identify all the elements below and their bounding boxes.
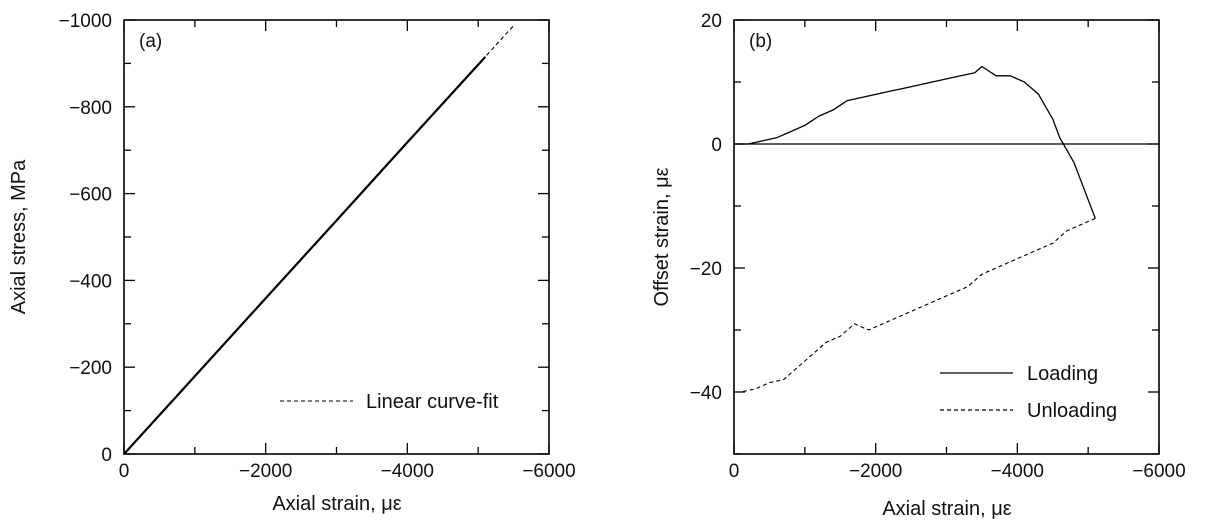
panel-label-a: (a)	[139, 31, 162, 52]
series-group-a	[123, 25, 515, 455]
x-tick-label: 0	[119, 461, 130, 482]
y-tick-label: −200	[69, 358, 112, 379]
series-group-b	[734, 65, 1096, 393]
x-tick-label: −6000	[1132, 461, 1185, 482]
y-ticks-a: 0 −200 −400 −600 −800 −1000	[59, 11, 549, 466]
panel-label-b: (b)	[749, 31, 772, 52]
plot-frame-b	[733, 19, 1160, 455]
x-axis-label-a: Axial strain, με	[272, 493, 401, 515]
x-tick-label: −6000	[522, 461, 575, 482]
y-tick-label: −40	[690, 383, 722, 404]
y-axis-label-a: Axial stress, MPa	[8, 159, 30, 314]
x-tick-label: −4000	[991, 461, 1044, 482]
x-tick-label: −4000	[381, 461, 434, 482]
x-ticks-a: 0 −2000 −4000 −6000	[119, 20, 576, 482]
legend-label-loading: Loading	[1027, 363, 1098, 385]
x-tick-label: −2000	[239, 461, 292, 482]
chart-panel-b: 0 −2000 −4000 −6000 −40 −20 0 20 (b) Axial str…	[651, 11, 1186, 520]
legend-label-linear-fit: Linear curve-fit	[366, 391, 499, 413]
x-tick-label: 0	[729, 461, 740, 482]
y-tick-label: −1000	[59, 11, 112, 32]
y-tick-label: −20	[690, 259, 722, 280]
y-tick-label: −600	[69, 185, 112, 206]
y-tick-label: 0	[101, 445, 112, 466]
legend-label-unloading: Unloading	[1027, 400, 1117, 422]
y-axis-label-b: Offset strain, με	[651, 167, 673, 306]
y-tick-label: −800	[69, 98, 112, 119]
series-line-unloading	[734, 217, 1096, 393]
series-line-loading	[734, 65, 1096, 219]
plot-frame-a	[123, 19, 550, 455]
x-tick-label: −2000	[849, 461, 902, 482]
y-tick-label: −400	[69, 271, 112, 292]
chart-panel-a: 0 −2000 −4000 −6000 0−200−400−600−800−1000 …	[8, 11, 576, 515]
legend-a: Linear curve-fit	[280, 391, 499, 413]
series-line-linear-curve-fit	[123, 25, 515, 455]
x-ticks-b: 0 −2000 −4000 −6000	[729, 20, 1186, 482]
legend-b: Loading Unloading	[940, 363, 1117, 422]
y-tick-label: 20	[701, 11, 722, 32]
y-tick-label: 0	[711, 135, 722, 156]
y-ticks-b: −40 −20 0 20	[690, 11, 1159, 455]
x-axis-label-b: Axial strain, με	[882, 498, 1011, 520]
